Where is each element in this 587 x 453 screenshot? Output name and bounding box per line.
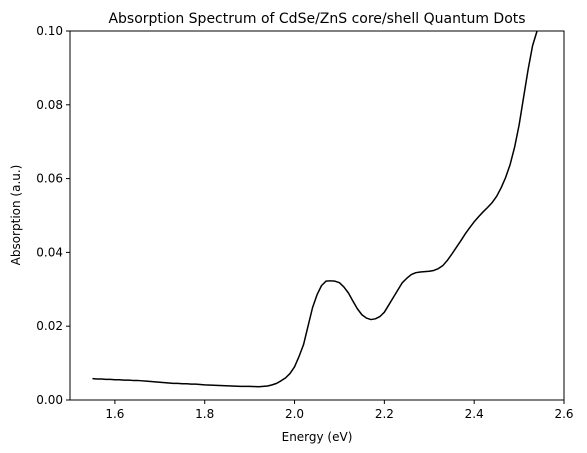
y-tick-label: 0.00 xyxy=(36,393,63,407)
y-tick-label: 0.04 xyxy=(36,245,63,259)
x-tick-label: 2.6 xyxy=(554,407,573,421)
y-tick-label: 0.10 xyxy=(36,24,63,38)
y-axis-label: Absorption (a.u.) xyxy=(9,165,23,266)
y-tick-label: 0.06 xyxy=(36,172,63,186)
chart-title: Absorption Spectrum of CdSe/ZnS core/she… xyxy=(108,11,525,27)
axes-frame xyxy=(69,30,565,401)
x-axis-label: Energy (eV) xyxy=(282,430,353,444)
x-tick-label: 2.2 xyxy=(375,407,394,421)
y-tick-label: 0.02 xyxy=(36,319,63,333)
x-tick-label: 2.4 xyxy=(465,407,484,421)
axis-ticks: 1.6 1.8 2.0 2.2 2.4 2.6 0.00 0.02 0.04 0.06 0.08 0.… xyxy=(36,24,573,421)
x-tick-label: 2.0 xyxy=(285,407,304,421)
plot-area xyxy=(92,30,538,388)
x-tick-label: 1.8 xyxy=(195,407,214,421)
y-tick-label: 0.08 xyxy=(36,98,63,112)
x-tick-label: 1.6 xyxy=(105,407,124,421)
absorption-series-line xyxy=(92,30,538,388)
